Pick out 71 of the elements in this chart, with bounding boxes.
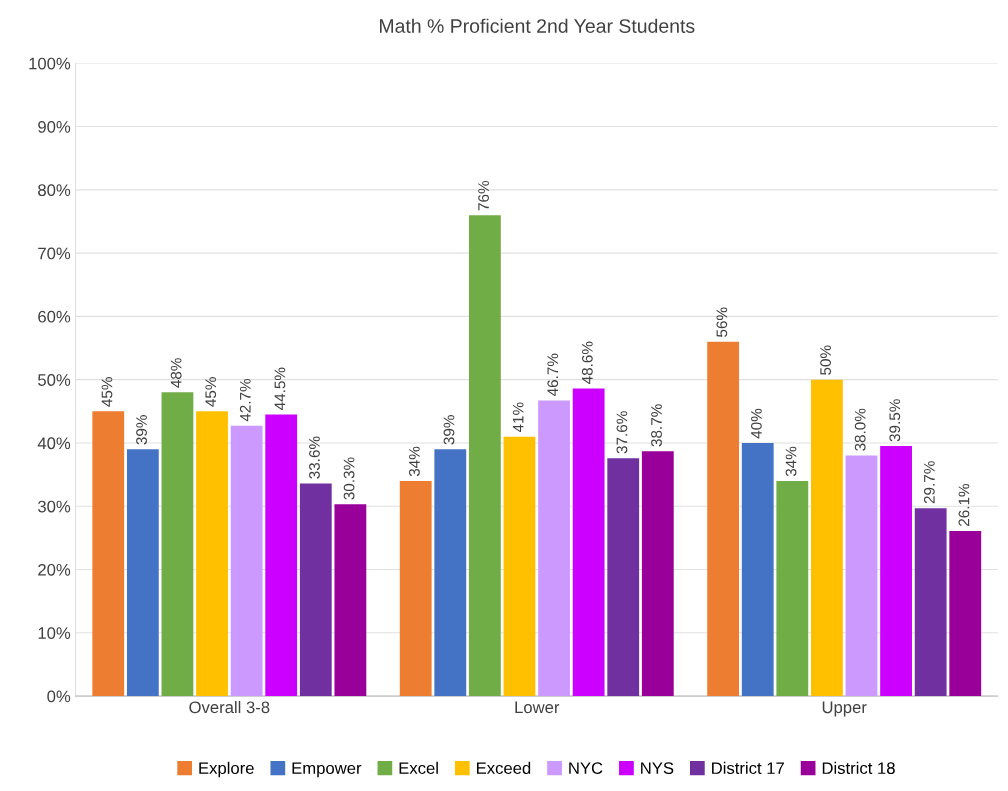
bar [914, 508, 947, 697]
bar [641, 451, 674, 697]
legend-label: District 17 [712, 761, 784, 775]
data-label: 39% [443, 415, 455, 445]
y-tick-label: 30% [38, 500, 71, 513]
y-tick-label: 50% [38, 374, 71, 386]
y-tick-label: 70% [38, 247, 71, 260]
data-label: 37.6% [616, 411, 628, 454]
bar [572, 388, 605, 697]
legend-label: District 18 [822, 761, 895, 775]
data-label: 34% [408, 446, 420, 477]
legend-label: Excel [399, 761, 438, 775]
bar [503, 436, 536, 697]
data-label: 29.7% [923, 461, 935, 504]
data-label: 45% [101, 377, 113, 407]
bar [399, 480, 432, 697]
bar [230, 425, 263, 697]
y-tick-label: 90% [38, 120, 71, 133]
x-tick-label: Lower [515, 701, 560, 714]
data-label: 48% [170, 358, 182, 388]
data-label: 38.7% [651, 404, 662, 447]
bar [880, 446, 912, 697]
bar [434, 449, 467, 697]
bar [126, 449, 159, 697]
bar [607, 458, 640, 697]
data-label: 26.1% [958, 483, 970, 526]
data-label: 41% [512, 402, 524, 433]
x-tick-label: Overall 3-8 [189, 700, 270, 714]
y-tick-label: 10% [38, 627, 71, 639]
data-label: 56% [716, 307, 728, 337]
data-label: 39.5% [889, 399, 901, 442]
data-label: 44.5% [274, 367, 286, 410]
bar [949, 530, 982, 697]
data-label: 34% [785, 446, 797, 477]
y-tick-label: 20% [38, 563, 71, 576]
bar [538, 400, 570, 697]
bar [776, 480, 809, 697]
data-label: 45% [205, 377, 217, 407]
data-label: 40% [751, 408, 762, 439]
y-tick-label: 60% [38, 310, 71, 323]
y-tick-label: 40% [37, 437, 71, 450]
bar [707, 341, 740, 697]
bar [92, 411, 125, 697]
y-tick-label: 80% [38, 184, 71, 197]
bar [468, 215, 501, 697]
legend-label: NYC [569, 762, 603, 775]
legend-label: Explore [199, 761, 254, 778]
legend-label: NYS [641, 762, 674, 775]
bar [196, 411, 228, 697]
data-label: 50% [820, 345, 832, 375]
legend-label: Exceed [477, 761, 531, 775]
chart-title: Math % Proficient 2nd Year Students [380, 18, 695, 33]
data-label: 39% [136, 415, 147, 445]
y-tick-label: 0% [47, 690, 71, 703]
data-label: 42.7% [239, 378, 251, 422]
data-label: 33.6% [309, 436, 320, 479]
bar [334, 504, 367, 697]
data-label: 30.3% [343, 457, 355, 500]
data-label: 76% [478, 180, 489, 211]
bar [845, 455, 878, 697]
bar [741, 442, 774, 697]
data-label: 46.7% [547, 353, 559, 397]
data-label: 48.6% [581, 341, 593, 385]
bar [299, 483, 332, 697]
x-tick-label: Upper [822, 701, 867, 717]
data-label: 38.0% [854, 408, 866, 451]
bar [811, 379, 843, 697]
legend-label: Empower [292, 762, 362, 778]
y-tick-label: 100% [29, 57, 71, 70]
bar [265, 414, 298, 697]
bar [161, 392, 194, 697]
